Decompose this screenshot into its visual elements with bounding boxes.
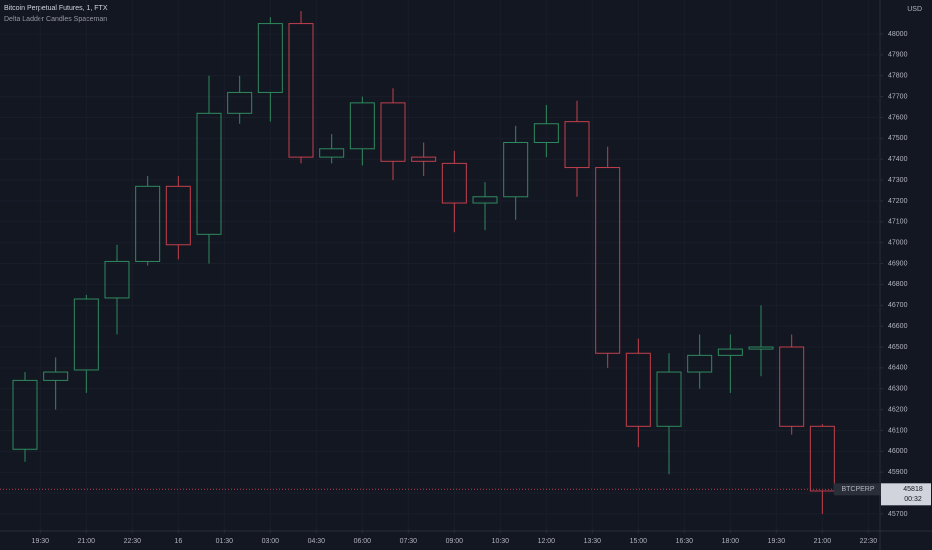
candle-body <box>227 91 253 114</box>
candle-body <box>809 425 835 492</box>
candle-body <box>257 23 283 93</box>
candle-body <box>748 346 774 350</box>
candle-body <box>717 348 743 356</box>
indicator-name: Delta Ladder Candles Spaceman <box>4 16 107 23</box>
y-tick-label: 47200 <box>888 198 908 205</box>
x-tick-label: 04:30 <box>308 538 326 545</box>
x-tick-label: 06:00 <box>354 538 372 545</box>
x-tick-label: 16 <box>174 538 182 545</box>
x-tick-label: 21:00 <box>814 538 832 545</box>
y-tick-label: 46000 <box>888 448 908 455</box>
x-tick-label: 07:30 <box>400 538 418 545</box>
price-label: 45818 <box>903 486 923 493</box>
price-box <box>881 483 931 506</box>
x-tick-label: 13:30 <box>584 538 602 545</box>
y-tick-label: 46300 <box>888 386 908 393</box>
y-tick-label: 46600 <box>888 323 908 330</box>
y-tick-label: 47300 <box>888 177 908 184</box>
y-tick-label: 47900 <box>888 52 908 59</box>
candle-body <box>441 162 467 204</box>
x-tick-label: 15:00 <box>630 538 648 545</box>
candle-body <box>533 123 559 144</box>
y-tick-label: 47100 <box>888 219 908 226</box>
y-tick-label: 47400 <box>888 156 908 163</box>
y-tick-label: 46700 <box>888 302 908 309</box>
y-tick-label: 47700 <box>888 93 908 100</box>
y-tick-label: 46500 <box>888 344 908 351</box>
y-tick-label: 47600 <box>888 114 908 121</box>
countdown-label: 00:32 <box>904 496 922 503</box>
candle-body <box>411 156 437 162</box>
y-tick-label: 45900 <box>888 469 908 476</box>
candle-body <box>380 102 406 162</box>
candle-body <box>625 352 651 427</box>
y-tick-label: 47500 <box>888 135 908 142</box>
x-tick-label: 22:30 <box>860 538 878 545</box>
candle-body <box>288 23 314 158</box>
y-tick-label: 45700 <box>888 511 908 518</box>
x-tick-label: 01:30 <box>216 538 234 545</box>
x-tick-label: 19:30 <box>32 538 50 545</box>
candle-body <box>104 260 130 299</box>
x-tick-label: 16:30 <box>676 538 694 545</box>
y-tick-label: 46900 <box>888 260 908 267</box>
candle-body <box>165 185 191 246</box>
y-tick-label: 46800 <box>888 281 908 288</box>
candle-body <box>319 148 345 158</box>
candle-body <box>43 371 69 381</box>
candle-body <box>656 371 682 427</box>
y-tick-label: 48000 <box>888 31 908 38</box>
candle-body <box>349 102 375 150</box>
chart-title: Bitcoin Perpetual Futures, 1, FTX <box>4 5 108 12</box>
x-tick-label: 03:00 <box>262 538 280 545</box>
candle-body <box>595 167 621 354</box>
x-tick-label: 22:30 <box>124 538 142 545</box>
x-tick-label: 21:00 <box>78 538 96 545</box>
x-tick-label: 19:30 <box>768 538 786 545</box>
x-tick-label: 09:00 <box>446 538 464 545</box>
candle-body <box>503 142 529 198</box>
candle-body <box>73 298 99 371</box>
y-tick-label: 46200 <box>888 406 908 413</box>
x-tick-label: 18:00 <box>722 538 740 545</box>
y-tick-label: 47000 <box>888 240 908 247</box>
symbol-label: BTCPERP <box>841 486 874 493</box>
symbol-box <box>834 483 882 496</box>
candle-body <box>135 185 161 262</box>
x-tick-label: 12:00 <box>538 538 556 545</box>
y-tick-label: 47800 <box>888 73 908 80</box>
candle-body <box>196 112 222 235</box>
candle-body <box>564 121 590 169</box>
candle-body <box>472 196 498 204</box>
candle-body <box>12 379 38 450</box>
currency: USD <box>907 6 922 13</box>
x-tick-label: 10:30 <box>492 538 510 545</box>
y-tick-label: 46100 <box>888 427 908 434</box>
candle-body <box>779 346 805 427</box>
candle-body <box>687 354 713 373</box>
y-tick-label: 46400 <box>888 365 908 372</box>
